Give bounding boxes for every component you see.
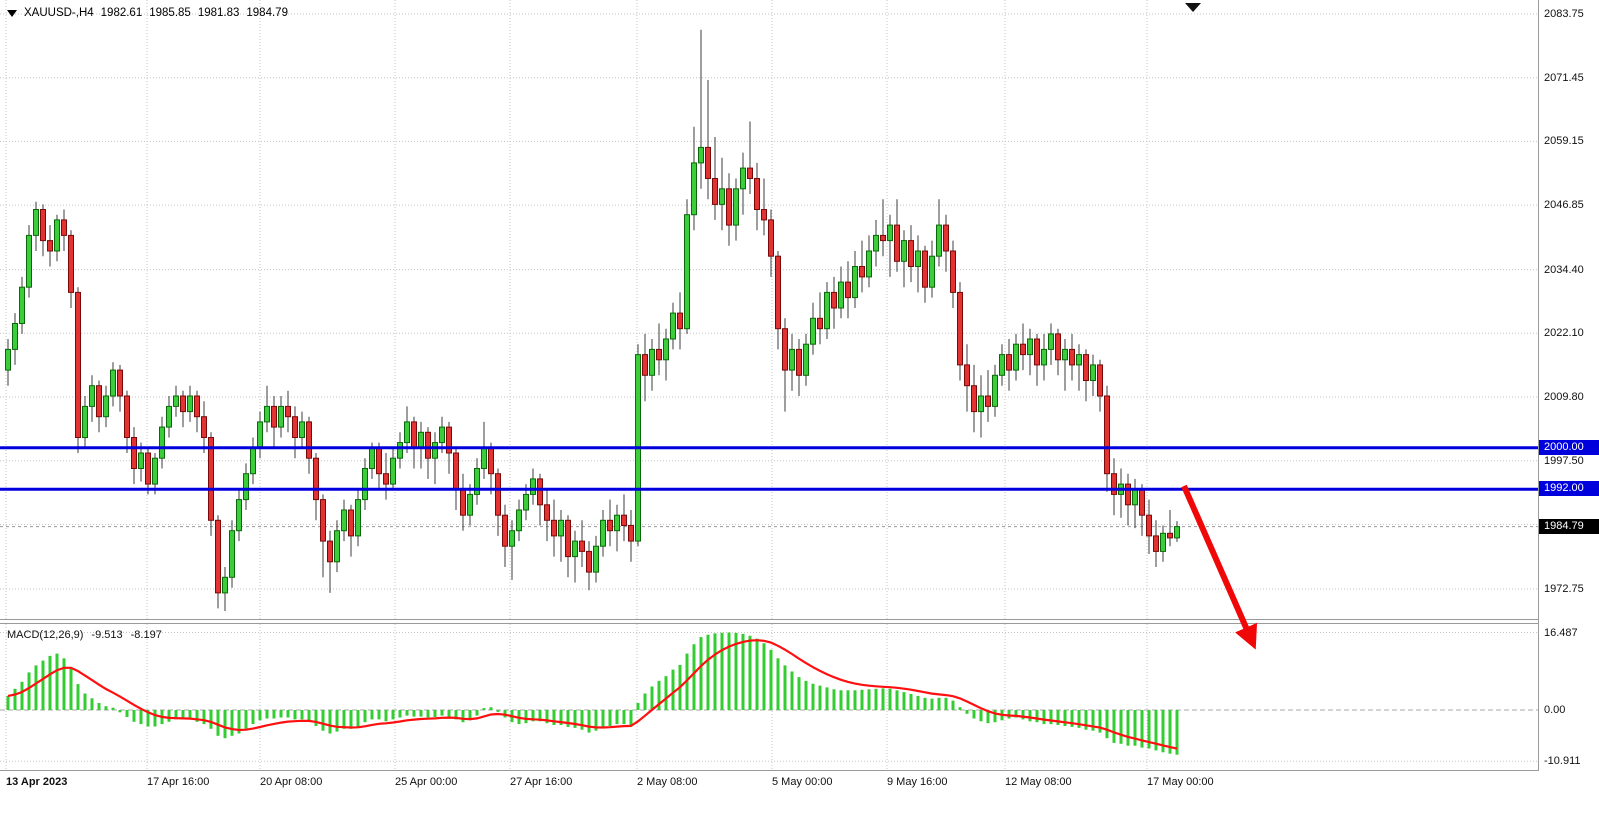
time-axis-label: 17 May 00:00 <box>1147 776 1214 788</box>
price-axis[interactable]: 2083.75 2071.45 2059.15 2046.85 2034.40 2022.… <box>1538 0 1599 771</box>
time-axis-label: 25 Apr 00:00 <box>395 776 458 788</box>
price-axis-label: 2022.10 <box>1544 327 1584 340</box>
ohlc-open-value: 1982.61 <box>100 7 143 19</box>
level-price-tag: 1992.00 <box>1539 481 1599 497</box>
price-grid <box>0 0 1538 619</box>
macd-signal-line <box>7 639 1178 750</box>
macd-main-value: -9.513 <box>91 629 123 641</box>
time-axis-label: 20 Apr 08:00 <box>260 776 323 788</box>
time-axis-label: 12 May 08:00 <box>1005 776 1072 788</box>
macd-panel[interactable]: MACD(12,26,9) -9.513 -8.197 <box>0 624 1538 770</box>
last-price-tag: 1984.79 <box>1539 518 1599 534</box>
level-price-tag: 2000.00 <box>1539 439 1599 455</box>
price-axis-label: 2009.80 <box>1544 391 1584 403</box>
price-axis-label: 2083.75 <box>1544 8 1584 20</box>
candle-wicks-group <box>7 29 1178 611</box>
chart-title: XAUUSD-,H4 1982.61 1985.85 1981.83 1984.… <box>7 7 288 19</box>
candles-group[interactable] <box>5 146 1180 594</box>
ohlc-high-value: 1985.85 <box>149 7 191 19</box>
time-axis-label: 5 May 00:00 <box>772 776 833 788</box>
macd-canvas[interactable] <box>0 624 1538 770</box>
macd-axis-label: 16.487 <box>1544 626 1578 639</box>
ohlc-close-value: 1984.79 <box>246 7 288 19</box>
price-axis-label: 2046.85 <box>1544 199 1584 212</box>
panel-splitter[interactable] <box>0 619 1599 624</box>
price-axis-label: 1972.75 <box>1544 583 1584 595</box>
macd-grid <box>0 624 1538 770</box>
macd-indicator-label: MACD(12,26,9) -9.513 -8.197 <box>7 629 162 641</box>
macd-axis-label: -10.911 <box>1544 755 1581 768</box>
price-axis-label: 2034.40 <box>1544 263 1584 276</box>
macd-signal-value: -8.197 <box>130 629 162 641</box>
time-axis-label: 13 Apr 2023 <box>6 776 68 788</box>
price-axis-label: 2059.15 <box>1544 135 1584 148</box>
macd-axis-label: 0.00 <box>1544 704 1566 716</box>
time-axis-label: 27 Apr 16:00 <box>510 776 573 788</box>
price-chart-panel[interactable] <box>0 0 1538 619</box>
time-axis-label: 17 Apr 16:00 <box>147 776 210 788</box>
price-axis-label: 2071.45 <box>1544 71 1584 84</box>
expand-arrow-icon[interactable] <box>7 9 17 17</box>
price-axis-label: 1997.50 <box>1544 454 1584 467</box>
symbol-timeframe-label: XAUUSD-,H4 <box>24 7 94 19</box>
time-axis-label: 9 May 16:00 <box>887 776 948 788</box>
macd-histogram <box>6 632 1179 755</box>
time-axis[interactable]: 13 Apr 2023 17 Apr 16:00 20 Apr 08:00 25 Ap… <box>0 770 1599 813</box>
ohlc-low-value: 1981.83 <box>197 7 240 19</box>
price-chart-canvas[interactable] <box>0 0 1538 619</box>
macd-name: MACD(12,26,9) <box>7 629 84 641</box>
time-axis-label: 2 May 08:00 <box>637 776 698 788</box>
